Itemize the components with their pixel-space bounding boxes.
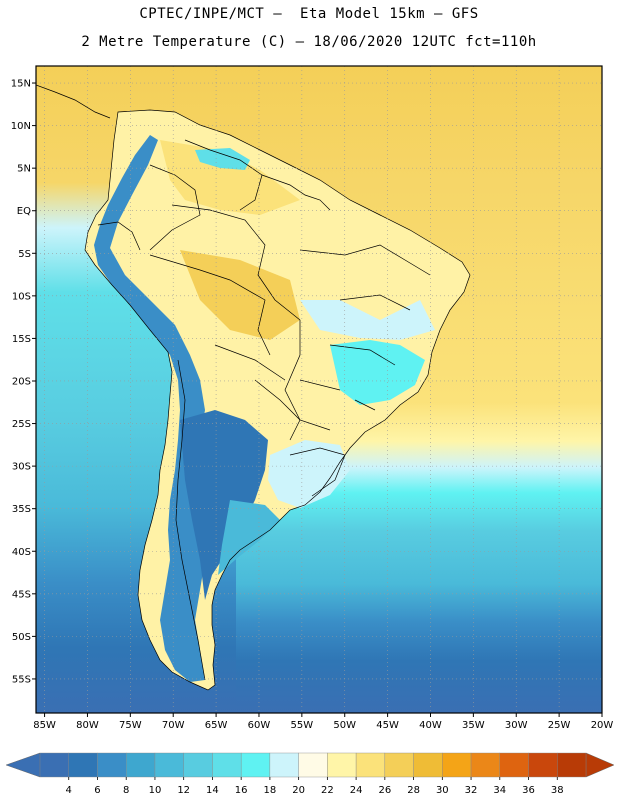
lon-tick-label: 55W — [291, 720, 314, 731]
colorbar-label: 32 — [465, 785, 478, 796]
lon-tick-label: 85W — [33, 720, 56, 731]
colorbar-label: 16 — [235, 785, 248, 796]
central-america — [36, 84, 111, 119]
colorbar-high-arrow — [585, 752, 615, 778]
border-colombia — [149, 164, 201, 251]
lat-tick-label: 15S — [12, 334, 31, 345]
colorbar-swatch — [470, 752, 500, 778]
colorbar-label: 22 — [321, 785, 334, 796]
colorbar-label: 6 — [94, 785, 100, 796]
lon-tick-label: 50W — [333, 720, 356, 731]
colorbar-swatch — [442, 752, 472, 778]
colorbar-label: 18 — [264, 785, 277, 796]
colorbar-label: 30 — [436, 785, 449, 796]
lat-tick-label: 25S — [12, 419, 31, 430]
colorbar-swatch — [126, 752, 156, 778]
cool-region-south — [268, 440, 350, 508]
cool-region-brazil — [330, 340, 425, 405]
lon-tick-label: 80W — [76, 720, 99, 731]
lat-tick-label: 20S — [12, 376, 31, 387]
colorbar-label: 20 — [292, 785, 305, 796]
colorbar-swatch — [384, 752, 414, 778]
colorbar-label: 14 — [206, 785, 219, 796]
colorbar-swatch — [355, 752, 386, 778]
temperature-field — [36, 66, 602, 713]
lat-tick-label: 5S — [18, 249, 31, 260]
lat-tick-label: 55S — [12, 674, 31, 685]
colombia-highlands — [195, 148, 250, 170]
colorbar-label: 36 — [522, 785, 535, 796]
lon-tick-label: 45W — [376, 720, 399, 731]
lat-tick-label: 45S — [12, 589, 31, 600]
border-peru-bolivia — [149, 254, 271, 356]
colorbar-swatch — [557, 752, 587, 778]
map-title-line1: CPTEC/INPE/MCT – Eta Model 15km – GFS — [139, 6, 479, 22]
longitude-axis: 85W 80W 75W 70W 65W 60W 55W 50W 45W 40W 35W 30W 25W 2… — [33, 713, 613, 731]
colorbar-swatch — [212, 752, 242, 778]
map-frame — [35, 65, 603, 714]
colorbar-swatch — [97, 752, 127, 778]
border-uruguay — [289, 447, 346, 497]
border-ecuador — [97, 221, 141, 251]
lat-tick-label: 30S — [12, 462, 31, 473]
colorbar-swatch — [39, 752, 69, 778]
lat-tick-label: 10N — [11, 121, 31, 132]
colorbar-swatch — [298, 752, 328, 778]
colorbar-swatch — [269, 752, 299, 778]
colorbar: 4 6 8 10 12 14 16 18 20 22 24 26 28 30 32 34 36 38 — [5, 752, 615, 796]
country-borders — [36, 84, 471, 691]
lat-tick-label: 50S — [12, 632, 31, 643]
colorbar-swatch — [499, 752, 529, 778]
lat-tick-label: 5N — [17, 164, 31, 175]
colorbar-low-arrow — [5, 752, 41, 778]
colorbar-swatch — [183, 752, 213, 778]
colorbar-label: 8 — [123, 785, 129, 796]
lat-tick-label: 35S — [12, 504, 31, 515]
colorbar-swatch — [327, 752, 357, 778]
colorbar-label: 12 — [177, 785, 190, 796]
border-venezuela — [184, 139, 263, 211]
mild-region-brazil — [300, 300, 435, 340]
border-brazil-west — [171, 204, 331, 431]
colorbar-swatch — [240, 752, 271, 778]
coastline — [84, 109, 471, 691]
lon-tick-label: 25W — [548, 720, 571, 731]
colorbar-label: 34 — [493, 785, 506, 796]
border-guianas — [261, 174, 331, 211]
lon-tick-label: 35W — [462, 720, 485, 731]
colorbar-swatch — [528, 752, 558, 778]
colorbar-label: 28 — [407, 785, 420, 796]
lon-tick-label: 65W — [205, 720, 228, 731]
lat-tick-label: 10S — [12, 291, 31, 302]
lat-tick-label: 15N — [11, 79, 31, 90]
map-title-line2: 2 Metre Temperature (C) – 18/06/2020 12U… — [81, 34, 537, 50]
colorbar-swatch — [68, 752, 98, 778]
colorbar-label: 4 — [66, 785, 72, 796]
warm-region-central — [180, 250, 300, 340]
colorbar-swatch — [413, 752, 443, 778]
lat-tick-label: EQ — [17, 206, 31, 217]
lon-tick-label: 20W — [591, 720, 614, 731]
latitude-axis: 15N 10N 5N EQ 5S 10S 15S 20S 25S 30S 35S 40S 45S 50S 5… — [11, 79, 36, 685]
colorbar-label: 24 — [350, 785, 363, 796]
border-argentina-chile — [175, 359, 206, 681]
border-bolivia-south — [214, 344, 286, 381]
lon-tick-label: 70W — [162, 720, 185, 731]
lat-tick-label: 40S — [12, 547, 31, 558]
colorbar-swatch — [154, 752, 184, 778]
colorbar-label: 38 — [551, 785, 564, 796]
andes-cold-band — [94, 135, 205, 682]
patagonia-cold — [180, 410, 268, 600]
border-brazil-states — [299, 244, 431, 411]
colorbar-label: 10 — [149, 785, 162, 796]
lon-tick-label: 40W — [419, 720, 442, 731]
lon-tick-label: 60W — [248, 720, 271, 731]
lon-tick-label: 30W — [505, 720, 528, 731]
lon-tick-label: 75W — [119, 720, 142, 731]
colorbar-label: 26 — [378, 785, 391, 796]
warm-region-north — [160, 140, 300, 215]
border-paraguay — [254, 379, 301, 441]
